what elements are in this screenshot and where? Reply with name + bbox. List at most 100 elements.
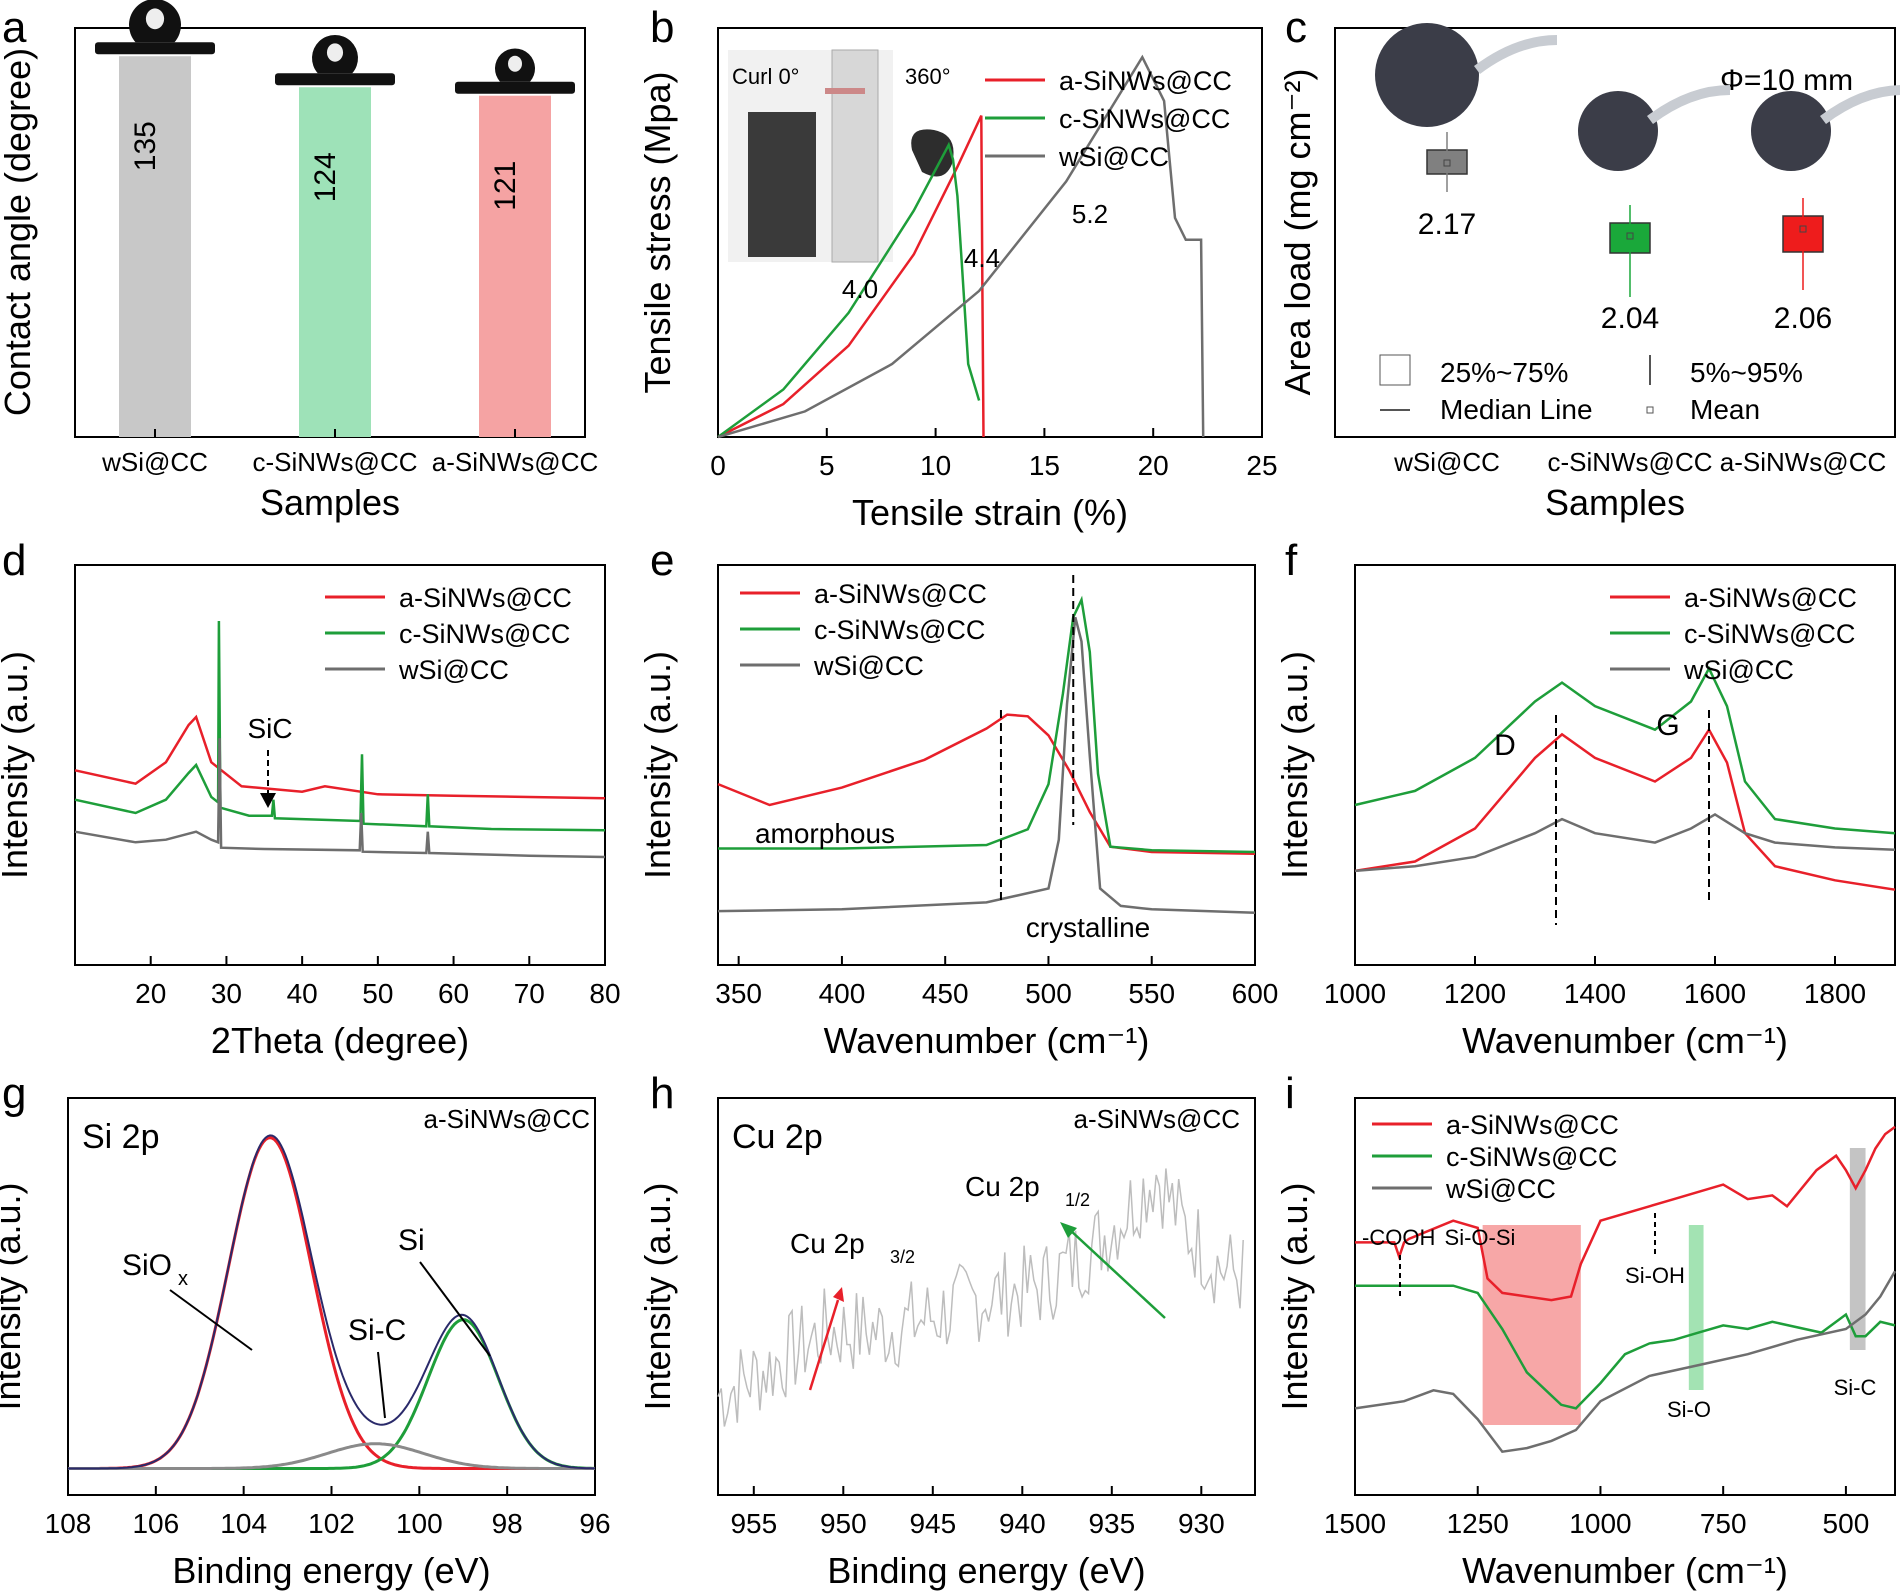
panel-b-carbon-cloth — [748, 112, 816, 257]
panel-f-xtick-label: 1200 — [1444, 978, 1506, 1009]
panel-c-legend-mean — [1646, 406, 1654, 414]
panel-i-xtick-label: 1250 — [1447, 1508, 1509, 1539]
panel-f-xtick-label: 1600 — [1684, 978, 1746, 1009]
panel-g-frame — [67, 1097, 596, 1496]
panel-f-x-axis-label: Wavenumber (cm⁻¹) — [1462, 1020, 1788, 1061]
panel-b-xtick-label: 5 — [819, 450, 835, 481]
panel-f-series-line — [1354, 727, 1896, 891]
panel-b-xtick-label: 0 — [710, 450, 726, 481]
panel-d-sic-arrowhead — [260, 793, 276, 808]
panel-d-x-axis-label: 2Theta (degree) — [211, 1020, 469, 1061]
panel-g-xtick-label: 108 — [45, 1508, 92, 1539]
panel-d-xtick-label: 50 — [362, 978, 393, 1009]
panel-e-frame — [717, 564, 1256, 966]
panel-i-xtick-label: 1500 — [1324, 1508, 1386, 1539]
panel-h-series-line — [717, 1168, 1244, 1427]
panel-h-x-axis-label: Binding energy (eV) — [827, 1550, 1145, 1591]
panel-f-frame — [1354, 564, 1896, 966]
panel-b-xtick-label: 10 — [920, 450, 951, 481]
panel-c-mean-marker — [1626, 232, 1634, 240]
panel-h-xtick-label: 945 — [909, 1508, 956, 1539]
panel-b: b 0 5 10 15 20 25 Tensile strain (%) Tensile str… — [637, 3, 1278, 533]
panel-i-legend-label: a-SiNWs@CC — [1446, 1110, 1619, 1140]
panel-f-y-axis-label: Intensity (a.u.) — [1274, 651, 1315, 879]
panel-c-legend-label: 25%~75% — [1440, 357, 1568, 388]
panel-c-electrode-photo — [1751, 91, 1831, 171]
panel-c-tweezer — [1474, 35, 1558, 75]
panel-g-envelope — [68, 1134, 595, 1470]
panel-d-xtick-label: 60 — [438, 978, 469, 1009]
panel-f-series-line — [1354, 812, 1896, 873]
panel-letter-c: c — [1285, 3, 1307, 52]
panel-h-sample-label: a-SiNWs@CC — [1074, 1104, 1241, 1134]
panel-f-xtick-label: 1400 — [1564, 978, 1626, 1009]
panel-letter-e: e — [650, 536, 674, 585]
panel-a-value-label: 124 — [309, 152, 342, 202]
panel-e-amorphous-label: amorphous — [755, 818, 895, 849]
panel-g-si-label: Si — [398, 1224, 425, 1257]
panel-i-x-axis-label: Wavenumber (cm⁻¹) — [1462, 1550, 1788, 1591]
panel-c-frame — [1334, 27, 1896, 438]
panel-i-series-line — [1355, 1284, 1896, 1410]
panel-c-category-label: a-SiNWs@CC — [1720, 447, 1887, 477]
panel-h-peak-subscript: 1/2 — [1065, 1190, 1090, 1210]
panel-e-xtick-label: 550 — [1128, 978, 1175, 1009]
panel-c-x-axis-label: Samples — [1545, 482, 1685, 523]
panel-g-xtick-label: 106 — [132, 1508, 179, 1539]
panel-g-fit-Si-C — [68, 1442, 595, 1470]
panel-e-y-axis-label: Intensity (a.u.) — [637, 651, 678, 879]
panel-e-crystalline-label: crystalline — [1026, 912, 1150, 943]
panel-b-inset-label: 360° — [905, 64, 951, 89]
panel-g-sic-arrow — [377, 1351, 386, 1419]
panel-d-xtick-label: 20 — [135, 978, 166, 1009]
panel-c-tweezer — [1820, 85, 1900, 125]
panel-i-highlight-band — [1688, 1225, 1704, 1390]
panel-b-x-axis-label: Tensile strain (%) — [852, 492, 1128, 533]
panel-e-series-line — [718, 595, 1256, 854]
panel-a-value-label: 121 — [489, 161, 522, 211]
panel-a-bar — [119, 56, 191, 437]
panel-d-xtick-label: 30 — [211, 978, 242, 1009]
panel-g-xtick-label: 100 — [396, 1508, 443, 1539]
panel-a-substrate — [95, 42, 215, 55]
panel-g-sample-label: a-SiNWs@CC — [424, 1104, 591, 1134]
panel-e-xtick-label: 350 — [715, 978, 762, 1009]
panel-g-title: Si 2p — [82, 1118, 160, 1156]
panel-a-category-label: a-SiNWs@CC — [432, 447, 599, 477]
panel-e-xtick-label: 400 — [819, 978, 866, 1009]
panel-c: cΦ=10 mm2.17wSi@CC2.04c-SiNWs@CC2.06a-Si… — [1277, 3, 1900, 523]
panel-a-bar — [479, 95, 551, 438]
panel-i-sic-label: Si-C — [1834, 1375, 1877, 1400]
panel-a-droplet-highlight — [145, 8, 165, 30]
panel-d-xtick-label: 80 — [589, 978, 620, 1009]
panel-h-arrowhead-32 — [833, 1287, 844, 1302]
panel-c-legend-label: 5%~95% — [1690, 357, 1803, 388]
panel-g-y-axis-label: Intensity (a.u.) — [0, 1182, 28, 1410]
panel-d-sic-label: SiC — [247, 713, 292, 744]
panel-c-mean-label: 2.17 — [1418, 208, 1476, 241]
panel-a-droplet-highlight — [508, 55, 522, 72]
panel-c-legend-label: Mean — [1690, 394, 1760, 425]
panel-a-substrate — [275, 73, 395, 86]
panel-b-xtick-label: 15 — [1029, 450, 1060, 481]
panel-a-y-axis-label: Contact angle (degree) — [0, 48, 38, 416]
panel-c-mean-marker — [1799, 225, 1807, 233]
panel-d-xtick-label: 70 — [514, 978, 545, 1009]
panel-e-x-axis-label: Wavenumber (cm⁻¹) — [824, 1020, 1150, 1061]
panel-i-highlight-band — [1482, 1225, 1581, 1425]
panel-f-xtick-label: 1000 — [1324, 978, 1386, 1009]
panel-c-legend-box — [1379, 354, 1411, 386]
panel-f-legend-label: c-SiNWs@CC — [1684, 619, 1855, 649]
panel-a-category-label: c-SiNWs@CC — [252, 447, 417, 477]
panel-h-xtick-label: 930 — [1178, 1508, 1225, 1539]
panel-a-category-label: wSi@CC — [101, 447, 208, 477]
panel-i-series-line — [1355, 1125, 1896, 1302]
panel-e-series-line — [717, 616, 1256, 915]
panel-g-xtick-label: 98 — [492, 1508, 523, 1539]
panel-e-xtick-label: 450 — [922, 978, 969, 1009]
panel-d-frame — [74, 564, 606, 966]
panel-b-series-line — [717, 54, 1205, 439]
panel-h-peak-subscript: 3/2 — [890, 1247, 915, 1267]
panel-f-legend-label: wSi@CC — [1683, 655, 1794, 685]
